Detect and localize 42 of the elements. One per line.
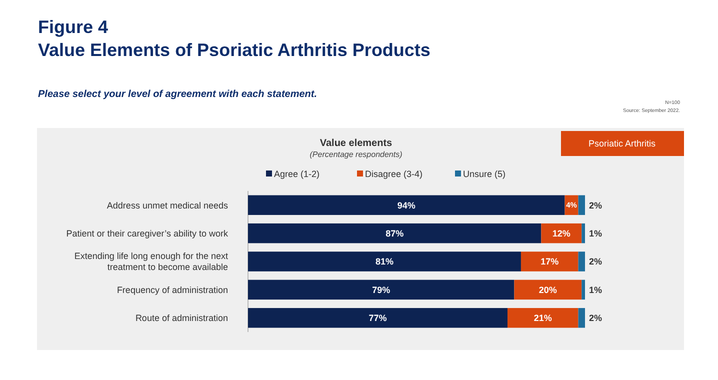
bar <box>582 280 585 300</box>
bar <box>582 223 585 244</box>
legend-label: Agree (1-2) <box>274 169 320 180</box>
bar <box>578 195 585 215</box>
data-label: 12% <box>552 228 570 238</box>
y-tick-label: Route of administration <box>135 313 228 324</box>
bar <box>248 308 508 328</box>
y-tick-label: Frequency of administration <box>116 284 228 295</box>
data-label: 2% <box>589 200 602 210</box>
data-label: 94% <box>397 200 416 210</box>
bar <box>248 195 565 215</box>
bar <box>578 252 585 272</box>
bar <box>520 252 578 272</box>
data-label: 1% <box>589 228 602 238</box>
bar <box>248 252 521 272</box>
legend-label: Unsure (5) <box>463 169 506 180</box>
data-label: 81% <box>375 256 394 267</box>
bar <box>248 280 514 300</box>
data-label: 77% <box>368 313 387 324</box>
bar <box>578 308 585 328</box>
bar <box>514 280 582 300</box>
y-tick-label: Address unmet medical needs <box>106 200 228 210</box>
text: (Percentage respondents) <box>310 150 403 159</box>
legend-label: Disagree (3-4) <box>365 169 423 180</box>
bar <box>507 308 578 328</box>
text: Psoriatic Arthritis <box>588 138 656 149</box>
data-label: 1% <box>589 284 602 295</box>
text: Figure 4 <box>38 17 108 37</box>
data-label: 79% <box>372 284 390 295</box>
y-tick-label: Extending life long enough for the next treatment to become available <box>74 251 228 272</box>
data-label: 21% <box>534 313 552 324</box>
data-label: 2% <box>589 256 602 267</box>
data-label: 2% <box>589 313 602 324</box>
data-label: 87% <box>386 228 404 238</box>
text: Value elements <box>320 138 393 149</box>
data-label: 17% <box>540 256 559 267</box>
data-label: 20% <box>538 284 557 295</box>
text: Please select your level of agreement with each statement. <box>38 89 318 100</box>
bar <box>248 223 542 244</box>
bar <box>541 223 582 244</box>
chart-subtitle: Value Elements of Psoriatic Arthritis Products <box>38 40 430 60</box>
y-tick-label: Patient or their caregiver’s ability to work <box>66 228 228 238</box>
